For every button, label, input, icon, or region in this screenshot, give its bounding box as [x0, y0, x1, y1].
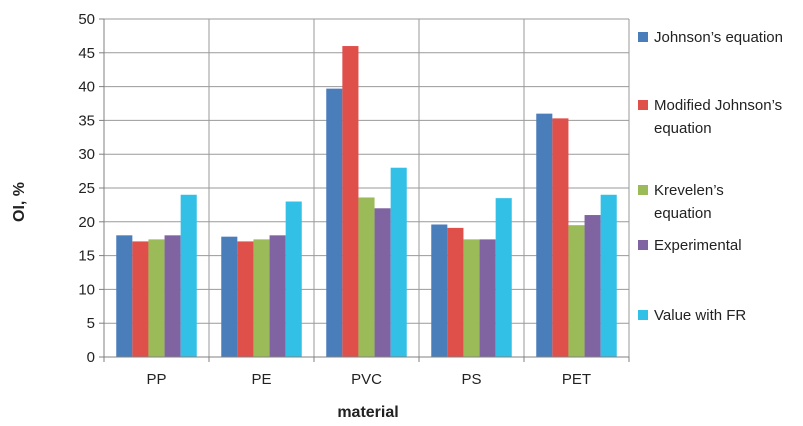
x-tick-label: PS — [461, 371, 481, 388]
x-tick-label: PP — [146, 371, 166, 388]
y-tick-label: 40 — [78, 79, 95, 96]
legend-swatch — [638, 240, 648, 250]
bar — [269, 235, 286, 357]
legend-swatch — [638, 32, 648, 42]
bar — [237, 241, 254, 357]
bar — [568, 225, 585, 357]
bar — [374, 208, 391, 357]
bar — [180, 194, 197, 357]
legend-label: Experimental — [654, 237, 742, 254]
legend: Johnson’s equation Modified Johnson’s equa… — [638, 29, 783, 324]
bar — [285, 201, 302, 357]
bar — [463, 239, 480, 357]
bar — [164, 235, 181, 357]
axes: 0 5 10 15 20 25 30 35 40 45 50 PP PE PVC PS PET — [78, 11, 630, 388]
bar — [358, 197, 375, 357]
y-tick-label: 50 — [78, 11, 95, 28]
y-tick-label: 30 — [78, 146, 95, 163]
bar — [116, 235, 133, 357]
legend-label: Value with FR — [654, 307, 746, 324]
bar — [148, 239, 165, 357]
legend-label: Krevelen’s — [654, 182, 724, 199]
bar — [342, 46, 359, 357]
y-tick-label: 20 — [78, 214, 95, 231]
x-axis-title: material — [337, 404, 398, 421]
y-axis-title: OI, % — [11, 182, 28, 222]
bar — [552, 118, 569, 357]
x-tick-label: PE — [251, 371, 271, 388]
y-tick-label: 5 — [87, 315, 95, 332]
x-tick-label: PVC — [351, 371, 382, 388]
y-tick-label: 0 — [87, 349, 95, 366]
legend-label: Modified Johnson’s — [654, 97, 782, 114]
bars — [116, 46, 617, 358]
legend-swatch — [638, 100, 648, 110]
bar — [479, 239, 496, 357]
bar — [221, 236, 238, 357]
y-tick-label: 45 — [78, 45, 95, 62]
y-tick-label: 25 — [78, 180, 95, 197]
bar — [495, 198, 512, 357]
y-tick-label: 10 — [78, 281, 95, 298]
legend-swatch — [638, 185, 648, 195]
bar — [431, 224, 448, 357]
y-tick-label: 35 — [78, 112, 95, 129]
bar — [132, 241, 149, 357]
bar — [253, 239, 270, 357]
legend-label: equation — [654, 205, 712, 222]
legend-swatch — [638, 310, 648, 320]
legend-label: equation — [654, 120, 712, 137]
legend-label: Johnson’s equation — [654, 29, 783, 46]
bar — [447, 227, 464, 357]
bar — [536, 113, 553, 357]
gridlines — [104, 18, 630, 357]
bar — [600, 194, 617, 357]
y-tick-label: 15 — [78, 248, 95, 265]
bar — [326, 88, 343, 358]
x-tick-label: PET — [562, 371, 591, 388]
bar — [390, 167, 407, 357]
bar — [584, 215, 601, 357]
